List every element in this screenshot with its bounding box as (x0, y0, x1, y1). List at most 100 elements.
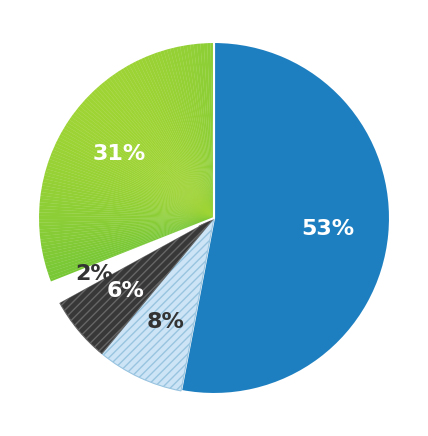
Wedge shape (43, 172, 214, 218)
Wedge shape (41, 185, 214, 218)
Wedge shape (77, 106, 214, 218)
Wedge shape (63, 125, 214, 218)
Wedge shape (42, 218, 214, 260)
Wedge shape (41, 182, 214, 218)
Wedge shape (45, 218, 214, 270)
Wedge shape (44, 218, 214, 266)
Wedge shape (47, 218, 214, 276)
Wedge shape (95, 86, 214, 218)
Text: 31%: 31% (93, 144, 146, 164)
Wedge shape (108, 75, 214, 218)
Wedge shape (101, 82, 214, 218)
Wedge shape (49, 218, 214, 283)
Wedge shape (34, 225, 198, 310)
Wedge shape (59, 131, 214, 218)
Wedge shape (180, 44, 214, 218)
Wedge shape (79, 103, 214, 218)
Wedge shape (47, 159, 214, 218)
Wedge shape (135, 59, 214, 218)
Wedge shape (211, 42, 214, 218)
Wedge shape (45, 165, 214, 218)
Wedge shape (38, 218, 214, 223)
Wedge shape (39, 195, 214, 218)
Wedge shape (150, 53, 214, 218)
Wedge shape (163, 48, 214, 218)
Wedge shape (70, 113, 214, 218)
Wedge shape (68, 116, 214, 218)
Wedge shape (93, 88, 214, 218)
Text: 6%: 6% (107, 281, 145, 301)
Wedge shape (177, 45, 214, 218)
Wedge shape (88, 93, 214, 218)
Wedge shape (41, 218, 214, 253)
Wedge shape (43, 218, 214, 263)
Wedge shape (54, 143, 214, 218)
Wedge shape (117, 69, 214, 218)
Wedge shape (44, 168, 214, 218)
Wedge shape (56, 137, 214, 218)
Wedge shape (170, 47, 214, 218)
Wedge shape (157, 51, 214, 218)
Wedge shape (86, 95, 214, 218)
Wedge shape (52, 146, 214, 218)
Wedge shape (144, 55, 214, 218)
Wedge shape (106, 77, 214, 218)
Wedge shape (39, 218, 214, 233)
Wedge shape (204, 42, 214, 218)
Wedge shape (197, 43, 214, 218)
Wedge shape (39, 218, 214, 240)
Wedge shape (154, 51, 214, 218)
Wedge shape (103, 79, 214, 218)
Text: 53%: 53% (301, 219, 354, 239)
Wedge shape (42, 218, 214, 257)
Wedge shape (65, 122, 214, 218)
Wedge shape (72, 111, 214, 218)
Wedge shape (132, 61, 214, 218)
Wedge shape (200, 42, 214, 218)
Wedge shape (39, 218, 214, 243)
Wedge shape (183, 44, 214, 218)
Wedge shape (102, 218, 214, 391)
Wedge shape (181, 42, 390, 394)
Wedge shape (51, 149, 214, 218)
Wedge shape (66, 119, 214, 218)
Wedge shape (38, 205, 214, 218)
Wedge shape (55, 140, 214, 218)
Wedge shape (39, 202, 214, 218)
Wedge shape (46, 218, 214, 273)
Wedge shape (50, 152, 214, 218)
Wedge shape (193, 43, 214, 218)
Wedge shape (90, 90, 214, 218)
Wedge shape (129, 62, 214, 218)
Wedge shape (141, 57, 214, 218)
Wedge shape (38, 216, 214, 219)
Wedge shape (74, 108, 214, 218)
Wedge shape (60, 218, 214, 354)
Wedge shape (147, 54, 214, 218)
Wedge shape (39, 192, 214, 218)
Wedge shape (39, 218, 214, 236)
Wedge shape (38, 218, 214, 226)
Wedge shape (166, 48, 214, 218)
Wedge shape (120, 68, 214, 218)
Wedge shape (40, 188, 214, 218)
Wedge shape (40, 218, 214, 246)
Wedge shape (39, 199, 214, 218)
Wedge shape (207, 42, 214, 218)
Wedge shape (160, 49, 214, 218)
Wedge shape (61, 128, 214, 218)
Wedge shape (111, 73, 214, 218)
Text: 8%: 8% (146, 312, 184, 331)
Wedge shape (114, 71, 214, 218)
Wedge shape (98, 84, 214, 218)
Wedge shape (187, 44, 214, 218)
Text: 2%: 2% (76, 264, 113, 284)
Wedge shape (81, 100, 214, 218)
Wedge shape (126, 64, 214, 218)
Wedge shape (190, 43, 214, 218)
Wedge shape (173, 46, 214, 218)
Wedge shape (38, 218, 214, 229)
Wedge shape (38, 209, 214, 218)
Wedge shape (138, 58, 214, 218)
Wedge shape (83, 98, 214, 218)
